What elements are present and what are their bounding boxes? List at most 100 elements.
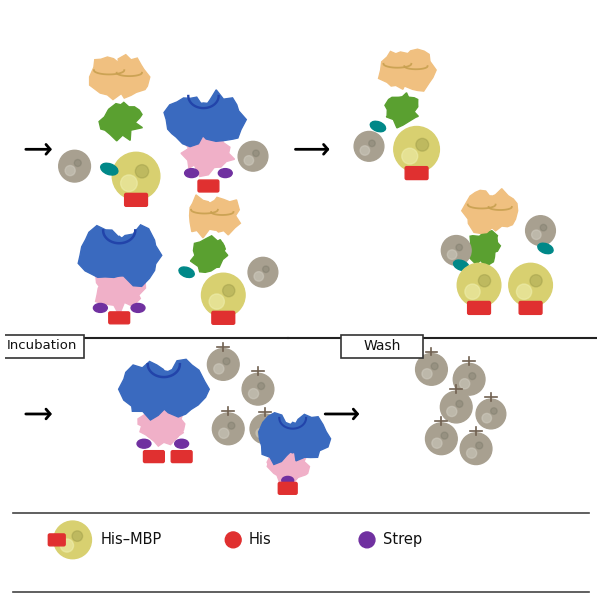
Polygon shape	[395, 96, 418, 115]
Circle shape	[244, 156, 254, 165]
Polygon shape	[487, 189, 518, 231]
Circle shape	[72, 531, 82, 541]
Circle shape	[263, 266, 269, 272]
Polygon shape	[478, 230, 500, 253]
Circle shape	[60, 539, 73, 552]
Circle shape	[121, 175, 137, 192]
Polygon shape	[210, 198, 241, 235]
Polygon shape	[385, 93, 418, 128]
Circle shape	[482, 413, 491, 423]
Circle shape	[531, 230, 541, 239]
Circle shape	[476, 442, 483, 449]
Circle shape	[530, 275, 542, 287]
Polygon shape	[90, 57, 125, 100]
FancyBboxPatch shape	[405, 167, 428, 180]
Ellipse shape	[179, 267, 194, 278]
FancyBboxPatch shape	[467, 301, 491, 315]
Polygon shape	[190, 236, 228, 272]
Polygon shape	[140, 402, 185, 446]
Circle shape	[416, 353, 447, 385]
Circle shape	[201, 273, 245, 317]
Polygon shape	[159, 420, 183, 438]
Circle shape	[248, 257, 278, 287]
Polygon shape	[184, 137, 216, 161]
Circle shape	[248, 389, 259, 399]
FancyBboxPatch shape	[125, 193, 147, 207]
Circle shape	[431, 363, 438, 370]
Circle shape	[394, 127, 439, 172]
Circle shape	[476, 399, 506, 429]
Polygon shape	[202, 239, 225, 259]
Circle shape	[422, 369, 432, 379]
Polygon shape	[96, 261, 146, 315]
Circle shape	[354, 131, 384, 161]
Polygon shape	[196, 90, 247, 141]
Polygon shape	[105, 236, 131, 275]
Text: Strep: Strep	[383, 533, 422, 547]
Polygon shape	[164, 97, 213, 147]
FancyBboxPatch shape	[171, 451, 192, 463]
Circle shape	[447, 250, 457, 259]
Polygon shape	[151, 371, 178, 407]
Circle shape	[238, 141, 268, 171]
Circle shape	[466, 448, 476, 458]
Circle shape	[426, 423, 457, 455]
Circle shape	[516, 284, 532, 299]
Ellipse shape	[137, 439, 151, 448]
Polygon shape	[401, 49, 436, 91]
Polygon shape	[484, 196, 499, 224]
Circle shape	[253, 150, 259, 156]
Polygon shape	[378, 51, 412, 90]
Circle shape	[456, 401, 463, 407]
FancyBboxPatch shape	[341, 335, 423, 358]
Circle shape	[525, 216, 555, 245]
Polygon shape	[99, 104, 143, 141]
Polygon shape	[267, 447, 309, 485]
Circle shape	[453, 364, 485, 395]
Circle shape	[258, 383, 264, 389]
Polygon shape	[190, 195, 219, 238]
Text: His: His	[249, 533, 272, 547]
Circle shape	[465, 284, 480, 299]
Circle shape	[214, 364, 224, 374]
FancyBboxPatch shape	[143, 451, 164, 463]
Circle shape	[540, 224, 547, 231]
Ellipse shape	[131, 303, 145, 312]
Polygon shape	[78, 226, 122, 278]
Polygon shape	[111, 64, 127, 91]
Circle shape	[256, 428, 266, 438]
Polygon shape	[96, 271, 128, 295]
Ellipse shape	[184, 168, 199, 177]
Ellipse shape	[370, 121, 386, 132]
Polygon shape	[282, 464, 305, 479]
Circle shape	[441, 432, 448, 439]
Circle shape	[447, 407, 457, 417]
Circle shape	[213, 413, 244, 445]
Circle shape	[225, 532, 241, 548]
Circle shape	[59, 150, 91, 182]
Polygon shape	[282, 422, 303, 453]
Circle shape	[242, 373, 274, 405]
Text: His–MBP: His–MBP	[100, 533, 162, 547]
Circle shape	[54, 521, 91, 559]
FancyBboxPatch shape	[2, 335, 84, 358]
Polygon shape	[113, 225, 162, 287]
Ellipse shape	[175, 439, 189, 448]
Circle shape	[491, 408, 497, 414]
Circle shape	[264, 423, 271, 429]
Circle shape	[223, 358, 230, 365]
FancyBboxPatch shape	[278, 482, 297, 494]
Circle shape	[432, 438, 442, 448]
FancyBboxPatch shape	[519, 301, 542, 315]
Polygon shape	[206, 201, 220, 229]
Circle shape	[460, 433, 492, 464]
Polygon shape	[181, 131, 235, 177]
Circle shape	[369, 140, 376, 147]
Circle shape	[112, 152, 160, 200]
FancyBboxPatch shape	[198, 180, 219, 192]
Circle shape	[360, 146, 370, 155]
FancyBboxPatch shape	[109, 312, 130, 324]
Polygon shape	[119, 361, 171, 420]
Circle shape	[136, 165, 149, 178]
Circle shape	[469, 373, 476, 380]
